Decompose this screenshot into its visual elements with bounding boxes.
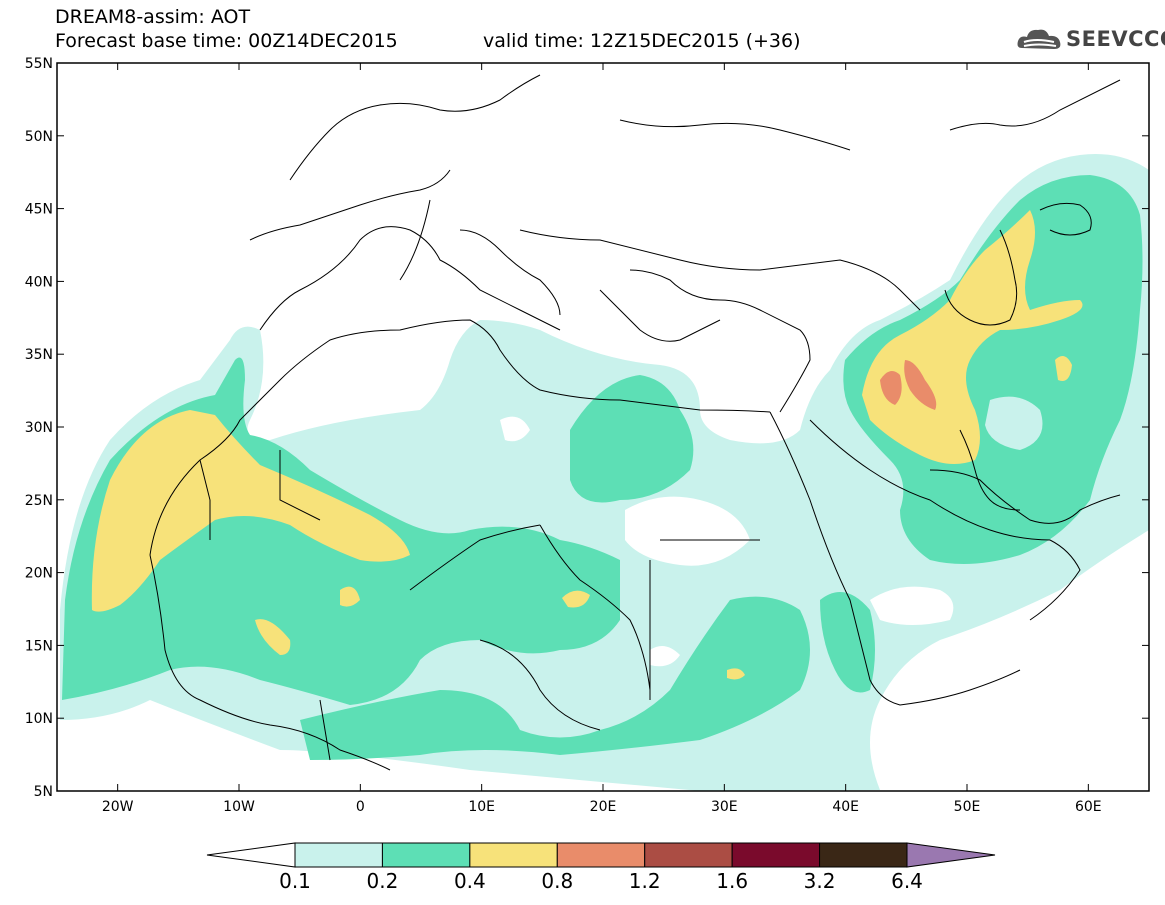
lat-tick-label: 50N	[25, 129, 53, 145]
lat-tick-label: 45N	[25, 202, 53, 218]
aot-contours	[60, 154, 1149, 791]
lat-tick-label: 35N	[25, 347, 53, 363]
colorbar-swatch	[731, 842, 821, 868]
lon-tick-label: 30E	[711, 799, 738, 815]
lon-tick-label: 10E	[468, 799, 495, 815]
lat-tick-label: 10N	[25, 711, 53, 727]
lat-tick-label: 5N	[34, 784, 53, 800]
lat-tick-label: 30N	[25, 420, 53, 436]
lat-tick-label: 40N	[25, 274, 53, 290]
cloud-icon	[1017, 29, 1061, 49]
colorbar-swatch	[381, 842, 471, 868]
lat-tick-label: 20N	[25, 566, 53, 582]
colorbar-label: 1.6	[716, 869, 749, 893]
colorbar-swatch	[294, 842, 383, 868]
lon-tick-label: 20W	[102, 799, 134, 815]
contour-level-0.4	[91, 210, 1083, 680]
lat-tick-label: 55N	[25, 56, 53, 72]
contour-level-0.8	[880, 360, 937, 410]
lat-axis: 55N 50N 45N 40N 35N 30N 25N 20N 15N 10N 5N	[25, 56, 1149, 800]
lon-tick-label: 0	[356, 799, 365, 815]
lat-tick-label: 25N	[25, 493, 53, 509]
valid-time: valid time: 12Z15DEC2015 (+36)	[483, 30, 801, 52]
colorbar-label: 0.1	[279, 869, 311, 893]
colorbar-swatch	[469, 842, 558, 868]
colorbar-label: 0.8	[541, 869, 574, 893]
colorbar-label: 3.2	[803, 869, 836, 893]
colorbar	[206, 842, 996, 868]
lon-tick-label: 60E	[1075, 799, 1102, 815]
colorbar-under-triangle	[206, 842, 296, 868]
seevccc-logo: SEEVCCC	[1016, 24, 1165, 56]
colorbar-label: 0.4	[453, 869, 486, 893]
colorbar-swatch	[819, 842, 908, 868]
colorbar-label: 1.2	[628, 869, 661, 893]
colorbar-label: 6.4	[891, 869, 923, 893]
lon-axis: 20W 10W 0 10E 20E 30E 40E 50E 60E	[102, 63, 1102, 815]
coastlines	[149, 74, 1121, 771]
lon-tick-label: 50E	[954, 799, 981, 815]
lon-tick-label: 40E	[832, 799, 859, 815]
colorbar-label: 0.2	[366, 869, 399, 893]
colorbar-swatch	[556, 842, 646, 868]
lon-tick-label: 20E	[590, 799, 617, 815]
lat-tick-label: 15N	[25, 638, 53, 654]
colorbar-swatch	[644, 842, 733, 868]
logo-text: SEEVCCC	[1066, 27, 1165, 51]
title-line: DREAM8-assim: AOT	[55, 6, 251, 28]
forecast-base-time: Forecast base time: 00Z14DEC2015	[55, 30, 398, 52]
colorbar-over-triangle	[906, 842, 996, 868]
lon-tick-label: 10W	[223, 799, 255, 815]
